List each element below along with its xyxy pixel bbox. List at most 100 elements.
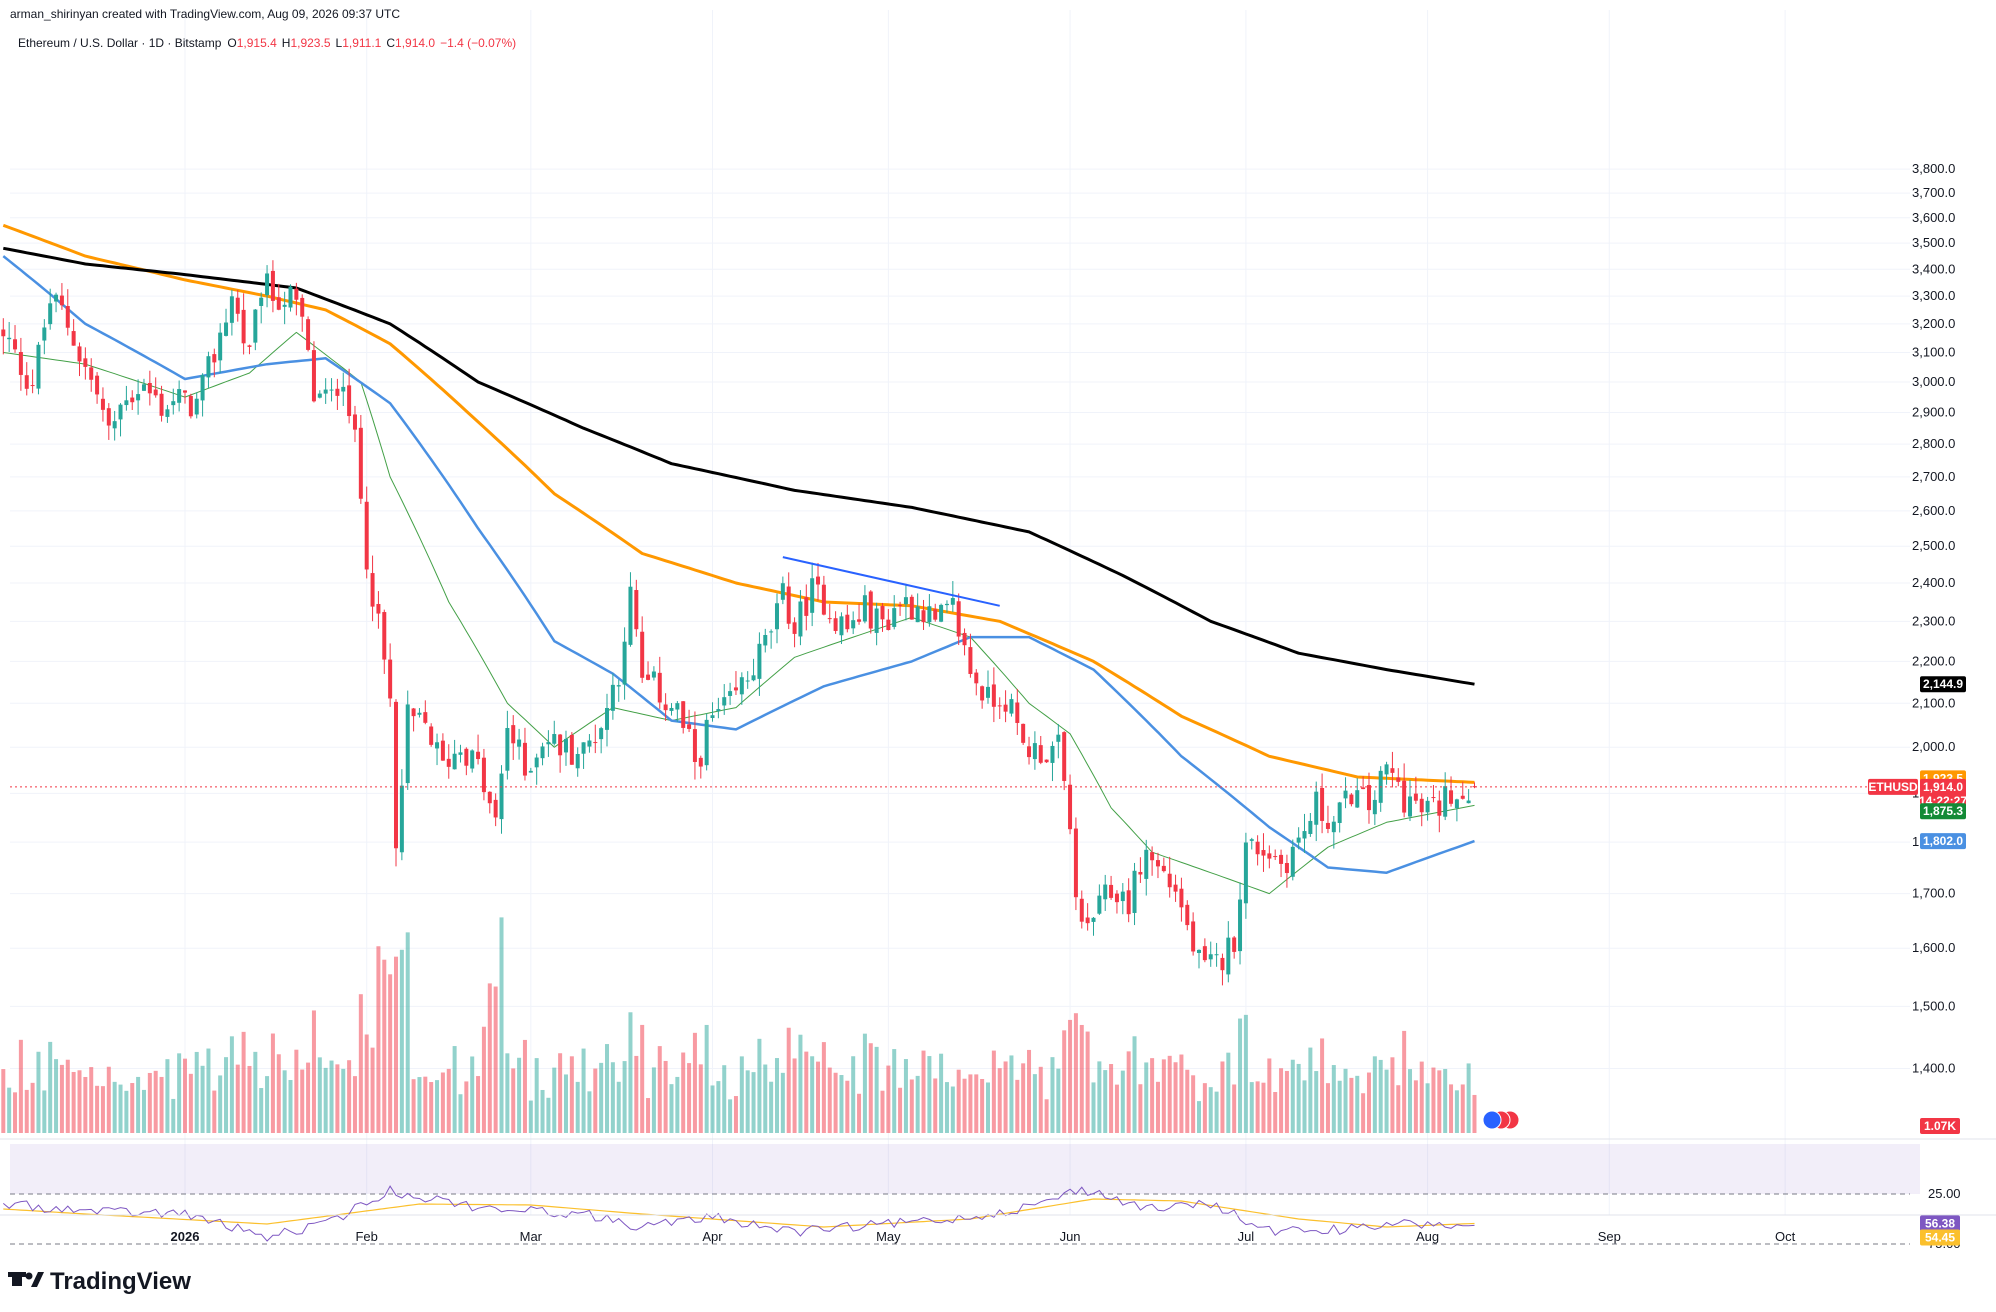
candle[interactable]: [546, 730, 551, 757]
candle[interactable]: [833, 611, 838, 634]
candle[interactable]: [177, 380, 182, 412]
candle[interactable]: [464, 747, 469, 776]
candle[interactable]: [83, 347, 88, 380]
candle[interactable]: [130, 390, 135, 410]
candle[interactable]: [183, 390, 187, 404]
candle[interactable]: [558, 733, 563, 773]
candle[interactable]: [751, 658, 756, 682]
candle[interactable]: [1343, 777, 1348, 809]
candle[interactable]: [153, 377, 158, 398]
candle[interactable]: [317, 390, 322, 399]
candle[interactable]: [77, 342, 82, 377]
candle[interactable]: [610, 673, 615, 720]
candle[interactable]: [1027, 736, 1032, 765]
candle[interactable]: [188, 393, 193, 419]
candle[interactable]: [1, 318, 6, 355]
candle[interactable]: [622, 627, 627, 700]
candle[interactable]: [599, 726, 604, 754]
candle[interactable]: [927, 594, 932, 627]
candle[interactable]: [733, 671, 738, 695]
candle[interactable]: [106, 403, 111, 440]
candle[interactable]: [446, 744, 451, 779]
candle[interactable]: [517, 728, 522, 760]
candle[interactable]: [335, 378, 340, 410]
candle[interactable]: [306, 316, 311, 352]
candle[interactable]: [921, 599, 926, 630]
candle[interactable]: [1460, 781, 1465, 800]
candle[interactable]: [892, 595, 897, 630]
candle[interactable]: [458, 744, 463, 763]
candle[interactable]: [411, 707, 416, 732]
candle[interactable]: [1261, 833, 1266, 872]
candle[interactable]: [628, 572, 633, 647]
candle[interactable]: [1290, 839, 1295, 881]
candle[interactable]: [915, 593, 920, 623]
candle[interactable]: [1132, 862, 1137, 926]
candle[interactable]: [1443, 772, 1448, 821]
candle[interactable]: [388, 643, 393, 707]
candle[interactable]: [898, 601, 903, 616]
candle[interactable]: [288, 284, 293, 312]
candle[interactable]: [956, 593, 961, 646]
candle[interactable]: [634, 579, 639, 637]
candle[interactable]: [1390, 751, 1395, 788]
candle[interactable]: [136, 379, 141, 415]
candle[interactable]: [534, 753, 539, 785]
candle[interactable]: [1243, 832, 1248, 919]
candle[interactable]: [218, 323, 223, 373]
candle[interactable]: [1255, 835, 1260, 866]
candle[interactable]: [1114, 890, 1119, 914]
candle[interactable]: [141, 378, 146, 391]
candle[interactable]: [587, 734, 592, 753]
candle[interactable]: [991, 667, 996, 723]
trendline-layer[interactable]: [782, 556, 1000, 607]
candle[interactable]: [616, 679, 621, 702]
events-icon[interactable]: [1482, 1110, 1520, 1130]
candle[interactable]: [1085, 903, 1090, 931]
candle[interactable]: [1355, 778, 1360, 808]
candle[interactable]: [36, 341, 41, 395]
candle[interactable]: [1372, 790, 1377, 826]
candle[interactable]: [950, 581, 955, 612]
candle[interactable]: [640, 616, 645, 683]
candle[interactable]: [476, 734, 481, 765]
candle[interactable]: [440, 733, 445, 761]
candle[interactable]: [165, 404, 170, 423]
candle[interactable]: [499, 765, 504, 834]
candle[interactable]: [1402, 763, 1407, 818]
candle[interactable]: [481, 748, 486, 801]
candle[interactable]: [452, 739, 457, 770]
candle[interactable]: [728, 682, 733, 705]
candle[interactable]: [347, 368, 352, 424]
candle[interactable]: [1068, 774, 1073, 835]
candle[interactable]: [687, 709, 692, 733]
candle[interactable]: [1226, 921, 1231, 983]
candle[interactable]: [1320, 773, 1325, 834]
candle[interactable]: [886, 609, 891, 631]
candle[interactable]: [821, 575, 826, 616]
candle[interactable]: [1413, 776, 1418, 804]
candle[interactable]: [159, 385, 164, 422]
candle[interactable]: [880, 602, 885, 632]
candle[interactable]: [329, 378, 334, 402]
candle[interactable]: [341, 372, 346, 406]
candle[interactable]: [1062, 731, 1067, 791]
candle[interactable]: [1419, 793, 1424, 827]
time-axis[interactable]: 2026 Feb Mar Apr May Jun Jul Aug Sep Oct: [171, 1229, 1796, 1244]
candle[interactable]: [1161, 857, 1166, 873]
candle[interactable]: [505, 710, 510, 780]
candle[interactable]: [1103, 874, 1108, 911]
candle[interactable]: [1191, 912, 1196, 956]
candle[interactable]: [1015, 688, 1020, 735]
candle[interactable]: [42, 319, 47, 355]
candle[interactable]: [247, 344, 252, 355]
candle[interactable]: [124, 385, 129, 411]
candle[interactable]: [1120, 883, 1125, 915]
candle[interactable]: [1126, 878, 1131, 923]
candle[interactable]: [487, 791, 492, 814]
candle[interactable]: [7, 322, 12, 353]
candle[interactable]: [974, 669, 979, 696]
candle[interactable]: [997, 697, 1002, 720]
candle[interactable]: [1425, 796, 1430, 821]
